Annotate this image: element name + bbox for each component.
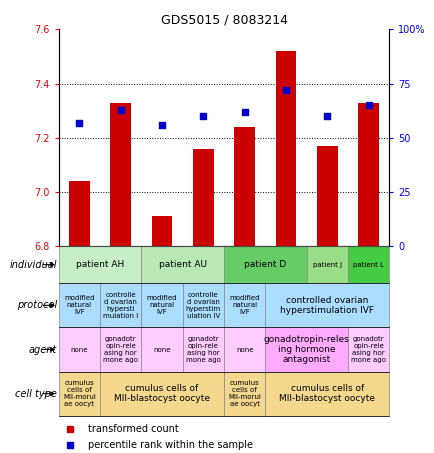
Bar xyxy=(193,149,213,246)
Point xyxy=(282,87,289,94)
Text: agent: agent xyxy=(29,344,57,355)
Bar xyxy=(59,371,100,416)
Bar xyxy=(59,283,100,328)
Title: GDS5015 / 8083214: GDS5015 / 8083214 xyxy=(160,14,287,27)
Bar xyxy=(265,283,388,328)
Bar xyxy=(69,181,89,246)
Text: modified
natural
IVF: modified natural IVF xyxy=(64,295,95,315)
Text: gonadotr
opin-rele
asing hor
mone ago: gonadotr opin-rele asing hor mone ago xyxy=(350,336,385,363)
Bar xyxy=(110,102,131,246)
Text: individual: individual xyxy=(10,260,57,270)
Bar xyxy=(265,371,388,416)
Bar xyxy=(224,246,306,283)
Bar xyxy=(275,51,296,246)
Text: gonadotr
opin-rele
asing hor
mone ago: gonadotr opin-rele asing hor mone ago xyxy=(103,336,138,363)
Bar xyxy=(141,328,182,371)
Text: patient AH: patient AH xyxy=(76,260,124,269)
Point xyxy=(240,108,247,116)
Bar xyxy=(182,283,224,328)
Bar xyxy=(141,246,224,283)
Text: gonadotropin-reles
ing hormone
antagonist: gonadotropin-reles ing hormone antagonis… xyxy=(263,335,349,364)
Text: controlle
d ovarian
hyperstim
ulation IV: controlle d ovarian hyperstim ulation IV xyxy=(185,292,220,319)
Text: cumulus cells of
MII-blastocyst oocyte: cumulus cells of MII-blastocyst oocyte xyxy=(114,384,210,403)
Bar xyxy=(224,283,265,328)
Bar xyxy=(316,146,337,246)
Bar xyxy=(234,127,254,246)
Bar xyxy=(59,246,141,283)
Bar xyxy=(358,102,378,246)
Bar xyxy=(151,216,172,246)
Point xyxy=(199,112,207,120)
Point xyxy=(323,112,330,120)
Text: controlle
d ovarian
hypersti
mulation I: controlle d ovarian hypersti mulation I xyxy=(103,292,138,319)
Text: gonadotr
opin-rele
asing hor
mone ago: gonadotr opin-rele asing hor mone ago xyxy=(185,336,220,363)
Point xyxy=(117,106,124,113)
Point xyxy=(76,119,82,126)
Bar xyxy=(100,283,141,328)
Bar xyxy=(265,328,347,371)
Bar xyxy=(224,328,265,371)
Bar xyxy=(347,246,388,283)
Text: protocol: protocol xyxy=(17,300,57,310)
Text: patient D: patient D xyxy=(243,260,286,269)
Text: cumulus
cells of
MII-morul
ae oocyt: cumulus cells of MII-morul ae oocyt xyxy=(228,380,260,407)
Bar xyxy=(141,283,182,328)
Bar xyxy=(306,246,347,283)
Bar xyxy=(59,328,100,371)
Bar xyxy=(100,371,224,416)
Text: none: none xyxy=(235,347,253,352)
Bar xyxy=(347,328,388,371)
Point xyxy=(364,101,371,109)
Text: cumulus
cells of
MII-morul
ae oocyt: cumulus cells of MII-morul ae oocyt xyxy=(63,380,95,407)
Text: patient AU: patient AU xyxy=(158,260,206,269)
Text: cumulus cells of
MII-blastocyst oocyte: cumulus cells of MII-blastocyst oocyte xyxy=(279,384,375,403)
Text: cell type: cell type xyxy=(15,389,57,399)
Point xyxy=(158,121,165,128)
Text: patient L: patient L xyxy=(352,261,383,268)
Text: none: none xyxy=(153,347,171,352)
Text: percentile rank within the sample: percentile rank within the sample xyxy=(88,440,253,450)
Bar xyxy=(182,328,224,371)
Text: none: none xyxy=(70,347,88,352)
Text: modified
natural
IVF: modified natural IVF xyxy=(146,295,177,315)
Text: controlled ovarian
hyperstimulation IVF: controlled ovarian hyperstimulation IVF xyxy=(279,296,374,315)
Bar xyxy=(100,328,141,371)
Bar xyxy=(224,371,265,416)
Text: modified
natural
IVF: modified natural IVF xyxy=(229,295,260,315)
Text: transformed count: transformed count xyxy=(88,424,179,434)
Text: patient J: patient J xyxy=(312,261,341,268)
